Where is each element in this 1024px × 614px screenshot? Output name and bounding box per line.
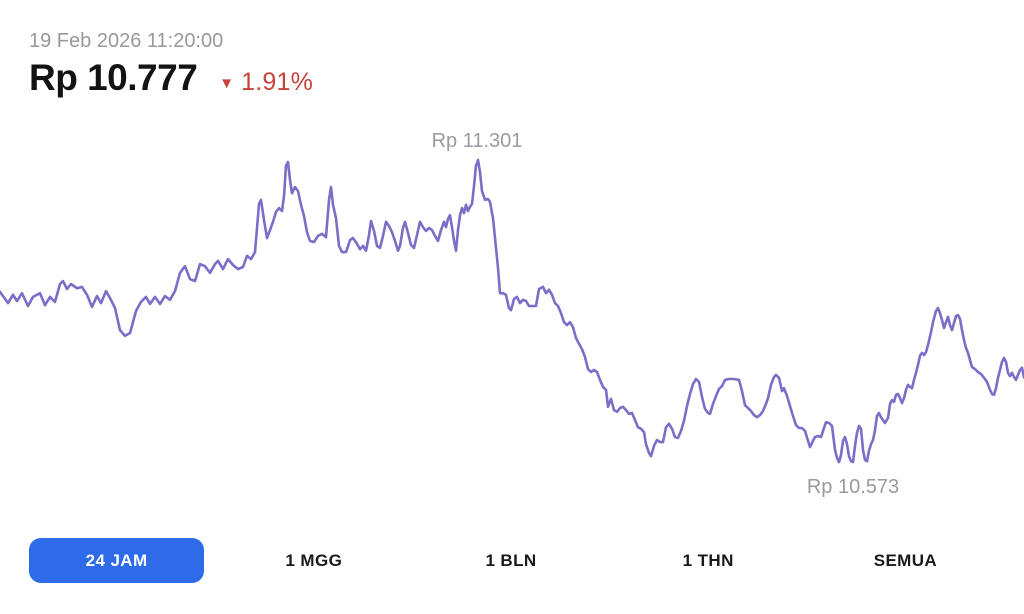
price-change-value: 1.91% — [241, 68, 314, 96]
chart-max-label: Rp 11.301 — [431, 130, 523, 152]
current-price: Rp 10.777 — [29, 57, 198, 98]
range-button-1bln[interactable]: 1 BLN — [485, 550, 537, 570]
range-button-24jam[interactable]: 24 JAM — [29, 537, 205, 583]
range-slot: 1 BLN — [412, 537, 609, 583]
price-timestamp: 19 Feb 2026 11:20:00 — [29, 30, 224, 52]
range-slot: 1 THN — [610, 537, 807, 583]
range-selector: 24 JAM 1 MGG 1 BLN 1 THN SEMUA — [18, 537, 1004, 583]
range-slot: 24 JAM — [18, 537, 215, 583]
range-button-1mgg[interactable]: 1 MGG — [285, 550, 343, 570]
range-slot: 1 MGG — [215, 537, 412, 583]
price-header: 19 Feb 2026 11:20:00 Rp 10.777 ▼ 1.91% — [29, 30, 313, 97]
price-row: Rp 10.777 ▼ 1.91% — [29, 59, 313, 97]
range-slot: SEMUA — [807, 537, 1004, 583]
range-button-1thn[interactable]: 1 THN — [682, 550, 734, 570]
price-line — [0, 158, 1024, 464]
price-change: ▼ 1.91% — [219, 68, 313, 97]
range-button-semua[interactable]: SEMUA — [873, 550, 938, 570]
chart-min-label: Rp 10.573 — [806, 476, 900, 498]
down-triangle-icon: ▼ — [219, 75, 235, 92]
